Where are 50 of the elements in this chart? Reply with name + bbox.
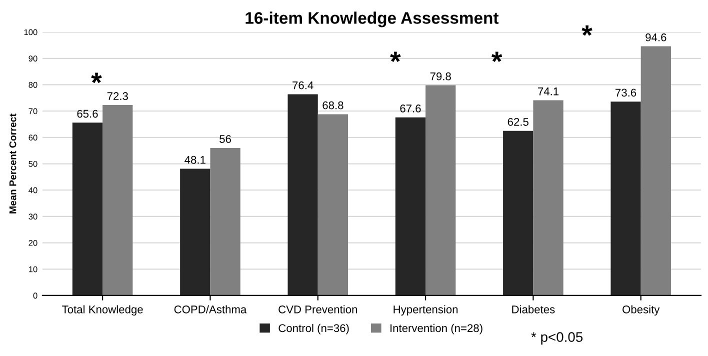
bar — [288, 94, 318, 296]
x-tick-label: COPD/Asthma — [174, 305, 247, 314]
y-tick-label: 40 — [28, 187, 38, 194]
bar — [210, 148, 240, 296]
text: * p<0.05 — [531, 332, 583, 345]
data-label: 79.8 — [430, 72, 451, 80]
x-tick-label: Hypertension — [394, 305, 458, 316]
data-label: 62.5 — [508, 118, 528, 126]
data-label: 76.4 — [292, 81, 314, 90]
bar — [180, 168, 210, 296]
y-tick-label: 50 — [28, 160, 38, 167]
annotation: * — [390, 52, 401, 62]
data-label: 65.6 — [77, 110, 98, 118]
data-label: 73.6 — [616, 88, 636, 97]
legend-label: Control (n=36) — [278, 324, 349, 334]
data-label: 72.3 — [107, 92, 128, 100]
bar — [395, 117, 426, 296]
y-axis-title: Mean Percent Correct — [9, 114, 16, 214]
data-label: 94.6 — [646, 33, 666, 42]
data-label: 68.8 — [322, 101, 344, 110]
y-tick-label: 80 — [28, 82, 38, 88]
y-tick-label: 30 — [28, 214, 38, 220]
y-tick-label: 90 — [28, 56, 38, 62]
data-label: 48.1 — [184, 156, 206, 164]
x-tick-label: Obesity — [622, 305, 660, 316]
y-tick-label: 70 — [28, 108, 38, 114]
x-tick-label: CVD Prevention — [278, 305, 357, 314]
annotation: * — [91, 72, 102, 84]
annotation: * — [582, 25, 592, 36]
y-tick-label: 100 — [24, 29, 38, 36]
bar — [610, 102, 641, 296]
y-tick-label: 0 — [33, 292, 38, 299]
bar — [503, 130, 534, 296]
y-tick-label: 20 — [28, 240, 38, 246]
data-label: 74.1 — [538, 88, 559, 96]
bar — [640, 46, 671, 296]
x-tick-label: Diabetes — [512, 305, 555, 314]
bar — [533, 100, 564, 296]
annotation: * — [491, 52, 502, 62]
chart-title: 16-item Knowledge Assessment — [246, 12, 499, 28]
bar — [426, 85, 456, 296]
data-label: 67.6 — [400, 104, 421, 112]
bar — [72, 122, 103, 296]
y-tick-label: 10 — [28, 266, 38, 272]
legend-label: Intervention (n=28) — [390, 324, 482, 334]
y-tick-label: 60 — [28, 134, 38, 141]
bar — [318, 114, 348, 296]
x-tick-label: Total Knowledge — [62, 305, 143, 316]
bar — [102, 105, 133, 296]
data-label: 56 — [220, 135, 231, 143]
